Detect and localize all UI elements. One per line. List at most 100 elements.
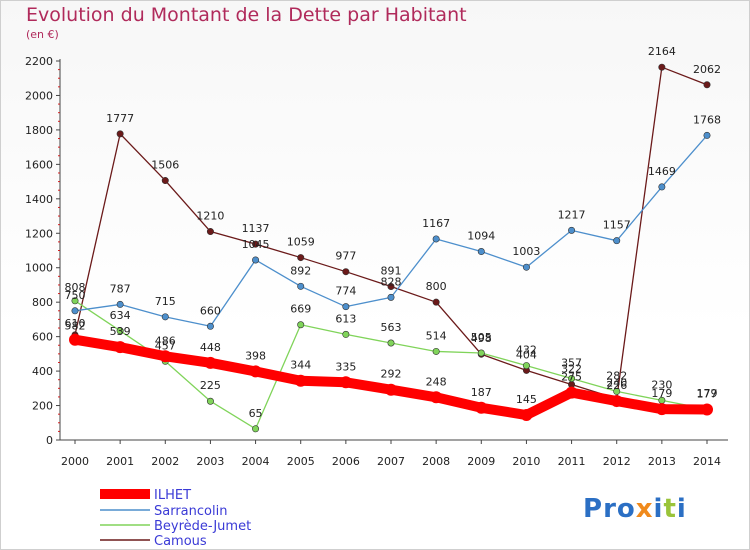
- data-label: 1506: [151, 159, 179, 172]
- y-tick-label: 2000: [25, 89, 53, 102]
- data-point: [701, 403, 713, 416]
- x-tick-label: 2008: [422, 455, 450, 468]
- data-point: [204, 356, 217, 369]
- data-label: 432: [516, 344, 537, 357]
- data-label: 1003: [512, 245, 540, 258]
- data-point: [658, 183, 666, 191]
- legend-label: Beyrède-Jumet: [154, 519, 251, 534]
- data-label: 582: [65, 320, 86, 333]
- data-label: 275: [561, 371, 582, 384]
- data-label: 486: [155, 334, 176, 347]
- y-tick-label: 400: [32, 365, 53, 378]
- x-tick-label: 2014: [693, 455, 721, 468]
- data-label: 226: [606, 379, 627, 392]
- data-point: [114, 341, 127, 354]
- y-tick-label: 0: [46, 434, 53, 447]
- data-label: 787: [110, 282, 131, 295]
- data-label: 977: [335, 250, 356, 263]
- data-point: [297, 321, 305, 329]
- data-point: [703, 131, 711, 139]
- x-tick-label: 2005: [287, 455, 315, 468]
- data-point: [249, 365, 262, 378]
- data-point: [252, 240, 260, 248]
- data-point: [159, 350, 172, 363]
- x-tick-label: 2004: [242, 455, 270, 468]
- x-tick-label: 2001: [106, 455, 134, 468]
- data-point: [161, 177, 169, 185]
- proxiti-logo: Proxiti: [583, 494, 687, 524]
- legend-label: Sarrancolin: [154, 504, 227, 519]
- data-label: 750: [65, 289, 86, 302]
- data-point: [69, 333, 81, 346]
- data-label: 1137: [242, 222, 270, 235]
- data-label: 179: [651, 387, 672, 400]
- data-label: 2062: [693, 63, 721, 76]
- data-label: 225: [200, 379, 221, 392]
- y-tick-label: 1400: [25, 193, 53, 206]
- x-tick-label: 2007: [377, 455, 405, 468]
- y-tick-label: 1000: [25, 262, 53, 275]
- data-point: [297, 282, 305, 290]
- data-point: [568, 374, 576, 382]
- legend-label: ILHET: [154, 488, 191, 503]
- data-point: [565, 386, 578, 399]
- data-point: [520, 409, 533, 422]
- x-tick-label: 2006: [332, 455, 360, 468]
- data-point: [432, 298, 440, 306]
- data-point: [477, 248, 485, 256]
- data-label: 248: [426, 375, 447, 388]
- data-point: [387, 283, 395, 291]
- data-label: 808: [65, 281, 86, 294]
- data-point: [703, 81, 711, 89]
- data-label: 1059: [287, 236, 315, 249]
- data-point: [342, 303, 350, 311]
- data-label: 2164: [648, 45, 676, 58]
- data-label: 240: [606, 377, 627, 390]
- data-label: 1045: [242, 238, 270, 251]
- data-label: 1217: [558, 208, 586, 221]
- data-label: 230: [651, 378, 672, 391]
- data-label: 1777: [106, 112, 134, 125]
- data-point: [387, 339, 395, 347]
- y-tick-label: 200: [32, 400, 53, 413]
- data-label: 1167: [422, 217, 450, 230]
- data-label: 892: [290, 264, 311, 277]
- x-tick-label: 2002: [151, 455, 179, 468]
- data-point: [294, 374, 307, 387]
- data-label: 634: [110, 309, 131, 322]
- data-label: 282: [606, 369, 627, 382]
- data-point: [116, 327, 124, 335]
- x-tick-label: 2011: [558, 455, 586, 468]
- data-label: 610: [65, 317, 86, 330]
- data-label: 187: [471, 386, 492, 399]
- data-label: 505: [471, 331, 492, 344]
- data-point: [252, 256, 260, 264]
- data-point: [475, 401, 488, 414]
- data-point: [522, 362, 530, 370]
- data-label: 177: [697, 388, 718, 401]
- data-point: [297, 254, 305, 262]
- data-label: 357: [561, 356, 582, 369]
- data-point: [116, 300, 124, 308]
- data-label: 669: [290, 303, 311, 316]
- data-point: [71, 297, 79, 305]
- legend-label: Camous: [154, 534, 207, 549]
- data-label: 891: [381, 265, 402, 278]
- y-tick-label: 2200: [25, 55, 53, 68]
- y-tick-label: 800: [32, 296, 53, 309]
- data-label: 539: [110, 325, 131, 338]
- data-point: [655, 403, 668, 416]
- x-tick-label: 2012: [603, 455, 631, 468]
- data-label: 1768: [693, 113, 721, 126]
- data-point: [71, 307, 79, 315]
- data-label: 800: [426, 280, 447, 293]
- data-point: [610, 395, 623, 408]
- data-point: [206, 397, 214, 405]
- chart-title: Evolution du Montant de la Dette par Hab…: [26, 4, 467, 26]
- data-point: [477, 349, 485, 357]
- data-point: [206, 322, 214, 330]
- data-point: [430, 391, 443, 404]
- data-label: 660: [200, 304, 221, 317]
- data-label: 65: [249, 407, 263, 420]
